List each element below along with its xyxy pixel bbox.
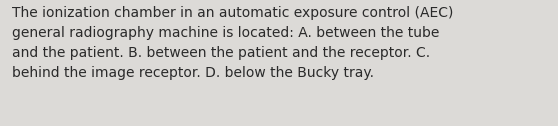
- Text: The ionization chamber in an automatic exposure control (AEC)
general radiograph: The ionization chamber in an automatic e…: [12, 6, 454, 80]
